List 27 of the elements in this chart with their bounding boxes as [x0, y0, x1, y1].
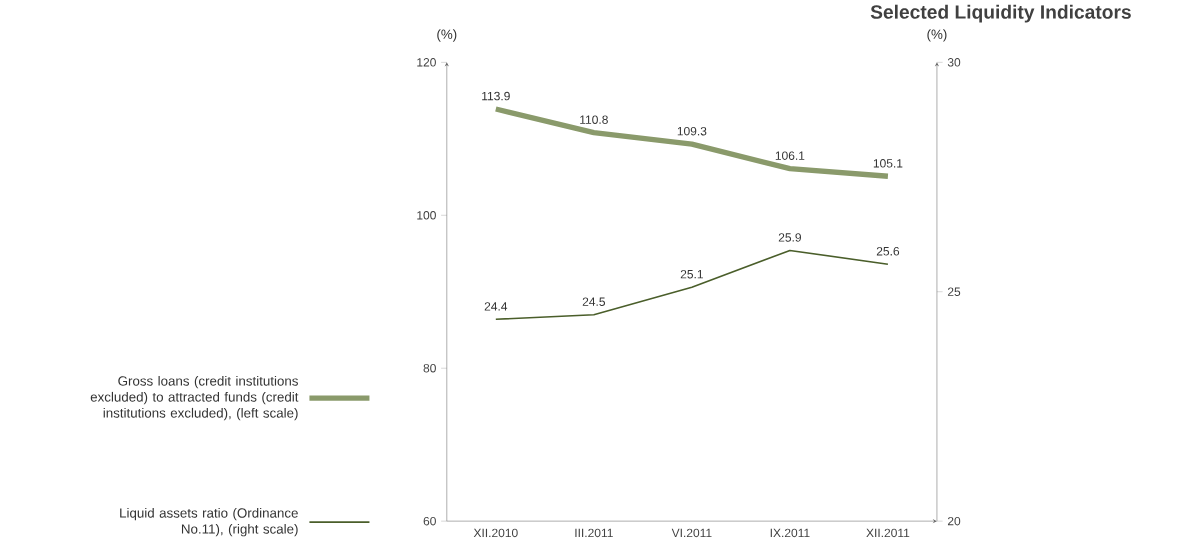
x-tick-label: III.2011 — [575, 528, 613, 538]
data-label: 109.3 — [677, 127, 707, 136]
data-label: 25.9 — [778, 233, 802, 242]
x-tick-label: XII.2011 — [866, 528, 910, 538]
x-tick-label: XII.2010 — [473, 528, 518, 538]
y-tick-label: 80 — [423, 364, 436, 373]
data-label: 24.4 — [484, 302, 508, 311]
data-label: 24.5 — [582, 297, 606, 307]
data-label: 25.6 — [876, 247, 900, 256]
data-label: 25.1 — [680, 270, 703, 279]
data-label: 105.1 — [873, 159, 903, 168]
y2-tick-label: 30 — [947, 58, 961, 67]
legend-label: Gross loans (credit institutions excluded) to attracted funds (credit institutions excluded), (left scale) — [90, 376, 299, 421]
y-tick-label: 120 — [417, 58, 436, 67]
data-label: 106.1 — [775, 151, 805, 161]
x-tick-label: VI.2011 — [671, 528, 712, 538]
y-tick-label: 60 — [423, 517, 436, 526]
y2-tick-label: 20 — [947, 517, 961, 526]
y-axis-title: (%) — [437, 29, 457, 42]
text: Selected Liquidity Indicators — [870, 4, 1131, 23]
data-label: 110.8 — [580, 115, 608, 125]
x-tick-label: IX.2011 — [770, 528, 810, 538]
legend-label: Liquid assets ratio (Ordinance No.11), (right scale) — [120, 508, 298, 537]
data-label: 113.9 — [482, 91, 510, 101]
y-tick-label: 100 — [417, 211, 436, 220]
y2-tick-label: 25 — [947, 287, 961, 297]
y2-axis-title: (%) — [927, 29, 947, 42]
